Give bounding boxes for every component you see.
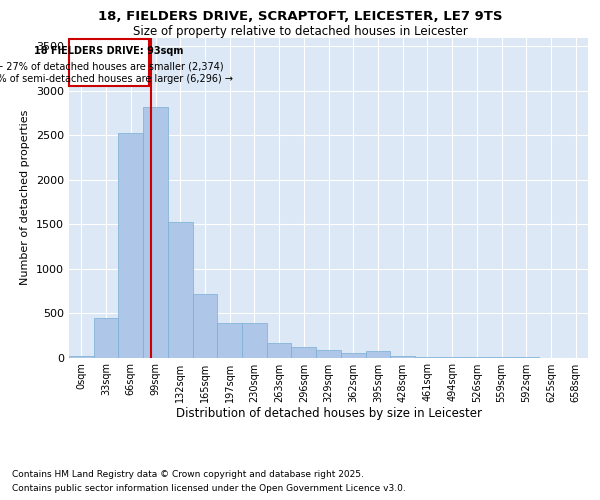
Text: 18 FIELDERS DRIVE: 93sqm: 18 FIELDERS DRIVE: 93sqm: [34, 46, 184, 56]
Bar: [365, 352, 390, 358]
Bar: [217, 324, 242, 358]
Bar: [341, 352, 365, 358]
Bar: [143, 107, 168, 358]
Text: Contains HM Land Registry data © Crown copyright and database right 2025.: Contains HM Land Registry data © Crown c…: [12, 470, 364, 479]
Bar: [242, 323, 267, 358]
Bar: [168, 222, 193, 358]
Bar: [390, 356, 415, 358]
X-axis label: Distribution of detached houses by size in Leicester: Distribution of detached houses by size …: [176, 408, 482, 420]
Bar: [193, 294, 217, 358]
FancyBboxPatch shape: [69, 40, 149, 86]
Y-axis label: Number of detached properties: Number of detached properties: [20, 110, 31, 285]
Text: Contains public sector information licensed under the Open Government Licence v3: Contains public sector information licen…: [12, 484, 406, 493]
Bar: [94, 318, 118, 358]
Bar: [267, 344, 292, 357]
Bar: [118, 132, 143, 358]
Text: Size of property relative to detached houses in Leicester: Size of property relative to detached ho…: [133, 25, 467, 38]
Text: 72% of semi-detached houses are larger (6,296) →: 72% of semi-detached houses are larger (…: [0, 74, 233, 84]
Bar: [292, 347, 316, 358]
Text: ← 27% of detached houses are smaller (2,374): ← 27% of detached houses are smaller (2,…: [0, 62, 223, 72]
Bar: [316, 350, 341, 358]
Bar: [69, 356, 94, 358]
Text: 18, FIELDERS DRIVE, SCRAPTOFT, LEICESTER, LE7 9TS: 18, FIELDERS DRIVE, SCRAPTOFT, LEICESTER…: [98, 10, 502, 23]
